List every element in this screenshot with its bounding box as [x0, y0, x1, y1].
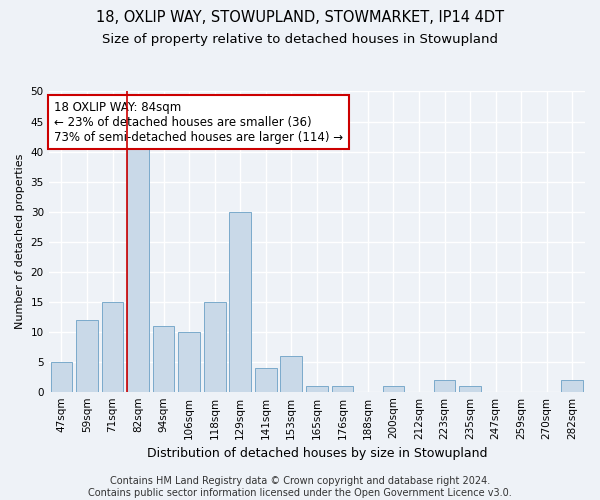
Bar [434, 380, 455, 392]
Bar [562, 380, 583, 392]
Bar [459, 386, 481, 392]
Bar [204, 302, 226, 392]
Text: Contains HM Land Registry data © Crown copyright and database right 2024.
Contai: Contains HM Land Registry data © Crown c… [88, 476, 512, 498]
Bar [153, 326, 175, 392]
Bar [255, 368, 277, 392]
Bar [229, 212, 251, 392]
Bar [76, 320, 98, 392]
Text: 18 OXLIP WAY: 84sqm
← 23% of detached houses are smaller (36)
73% of semi-detach: 18 OXLIP WAY: 84sqm ← 23% of detached ho… [54, 100, 343, 144]
Bar [101, 302, 124, 392]
X-axis label: Distribution of detached houses by size in Stowupland: Distribution of detached houses by size … [146, 447, 487, 460]
Bar [178, 332, 200, 392]
Text: Size of property relative to detached houses in Stowupland: Size of property relative to detached ho… [102, 32, 498, 46]
Bar [332, 386, 353, 392]
Bar [280, 356, 302, 392]
Bar [306, 386, 328, 392]
Y-axis label: Number of detached properties: Number of detached properties [15, 154, 25, 330]
Bar [50, 362, 72, 392]
Bar [383, 386, 404, 392]
Bar [127, 146, 149, 392]
Text: 18, OXLIP WAY, STOWUPLAND, STOWMARKET, IP14 4DT: 18, OXLIP WAY, STOWUPLAND, STOWMARKET, I… [96, 10, 504, 25]
